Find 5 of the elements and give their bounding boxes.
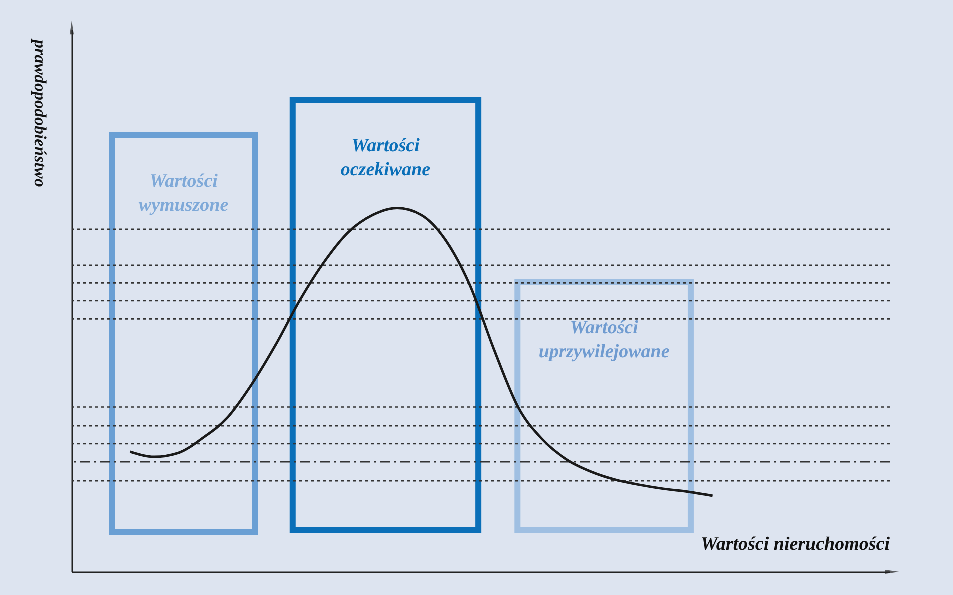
y-axis-title: prawdopodobieństwo	[31, 38, 50, 188]
text: Wartości oczekiwane	[340, 136, 432, 181]
x-axis-title: Wartości nieruchomości	[700, 534, 891, 555]
annotation: Wartości uprzywilejowane	[538, 317, 670, 362]
annotation: Wartości wymuszone	[138, 170, 230, 216]
